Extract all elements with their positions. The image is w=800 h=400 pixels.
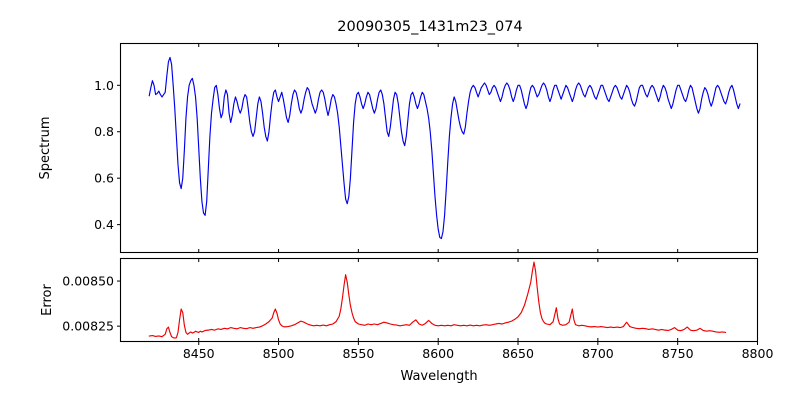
spectrum-x-ticks <box>198 43 758 253</box>
x-tick-label: 8500 <box>263 346 295 361</box>
x-tick-label: 8800 <box>742 346 774 361</box>
y-tick-label: 0.8 <box>94 124 114 139</box>
error-x-ticks <box>198 258 758 342</box>
x-tick-label: 8450 <box>183 346 215 361</box>
x-tick-label: 8700 <box>582 346 614 361</box>
error-y-axis-label: Error <box>40 284 55 316</box>
spectrum-data-line <box>148 56 741 240</box>
x-tick-label: 8550 <box>342 346 374 361</box>
page-title: 20090305_1431m23_074 <box>337 19 522 35</box>
x-axis-label: Wavelength <box>400 369 477 384</box>
y-tick-label: 0.4 <box>94 217 114 232</box>
y-tick-label: 0.6 <box>94 171 114 186</box>
x-tick-label: 8650 <box>502 346 534 361</box>
y-tick-label: 1.0 <box>94 78 114 93</box>
y-tick-label: 0.00850 <box>62 274 114 289</box>
error-axes-frame <box>119 257 759 343</box>
spectrum-y-ticks <box>117 84 121 226</box>
error-y-ticks <box>117 280 121 327</box>
y-tick-label: 0.00825 <box>62 319 114 334</box>
error-y-tick-labels: 0.00825 0.00850 <box>62 274 114 334</box>
error-data-line <box>148 261 727 339</box>
error-x-tick-labels: 8450 8500 8550 8600 8650 8700 8750 8800 <box>183 341 774 361</box>
x-tick-label: 8750 <box>662 346 694 361</box>
spectrum-y-tick-labels: 0.4 0.6 0.8 1.0 <box>94 78 114 232</box>
spectrum-axes-frame <box>119 42 759 254</box>
x-tick-label: 8600 <box>422 346 454 361</box>
spectrum-y-axis-label: Spectrum <box>38 117 53 180</box>
